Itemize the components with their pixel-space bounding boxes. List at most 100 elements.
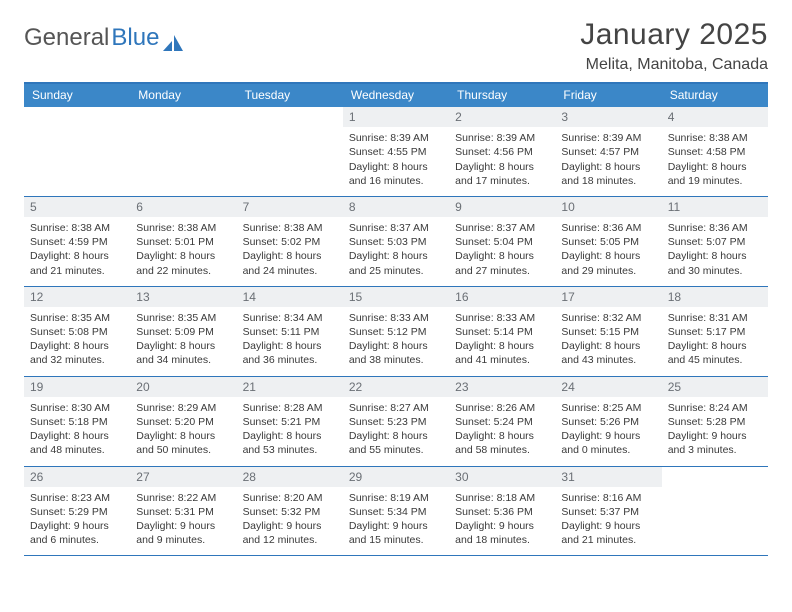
- sunrise-text: Sunrise: 8:25 AM: [561, 401, 655, 415]
- day-cell: 15Sunrise: 8:33 AMSunset: 5:12 PMDayligh…: [343, 287, 449, 376]
- brand-logo: GeneralBlue: [24, 24, 183, 52]
- daylight-text: Daylight: 8 hours and 36 minutes.: [243, 339, 337, 367]
- sunset-text: Sunset: 5:29 PM: [30, 505, 124, 519]
- sunrise-text: Sunrise: 8:34 AM: [243, 311, 337, 325]
- dayname: Thursday: [449, 84, 555, 107]
- day-number: 29: [343, 467, 449, 487]
- sunset-text: Sunset: 5:14 PM: [455, 325, 549, 339]
- day-cell: 19Sunrise: 8:30 AMSunset: 5:18 PMDayligh…: [24, 377, 130, 466]
- daylight-text: Daylight: 8 hours and 21 minutes.: [30, 249, 124, 277]
- day-number: 23: [449, 377, 555, 397]
- sunset-text: Sunset: 5:02 PM: [243, 235, 337, 249]
- sunset-text: Sunset: 5:31 PM: [136, 505, 230, 519]
- sunrise-text: Sunrise: 8:36 AM: [561, 221, 655, 235]
- calendar-page: GeneralBlue January 2025 Melita, Manitob…: [0, 0, 792, 580]
- sunrise-text: Sunrise: 8:39 AM: [455, 131, 549, 145]
- day-cell: 17Sunrise: 8:32 AMSunset: 5:15 PMDayligh…: [555, 287, 661, 376]
- brand-part2: Blue: [111, 24, 159, 52]
- day-number: 2: [449, 107, 555, 127]
- sunrise-text: Sunrise: 8:32 AM: [561, 311, 655, 325]
- day-number: 8: [343, 197, 449, 217]
- day-number: 27: [130, 467, 236, 487]
- sunset-text: Sunset: 4:58 PM: [668, 145, 762, 159]
- daylight-text: Daylight: 8 hours and 32 minutes.: [30, 339, 124, 367]
- sunset-text: Sunset: 5:01 PM: [136, 235, 230, 249]
- sunset-text: Sunset: 5:28 PM: [668, 415, 762, 429]
- sunset-text: Sunset: 5:23 PM: [349, 415, 443, 429]
- day-number: 28: [237, 467, 343, 487]
- daylight-text: Daylight: 8 hours and 17 minutes.: [455, 160, 549, 188]
- sunrise-text: Sunrise: 8:28 AM: [243, 401, 337, 415]
- sunset-text: Sunset: 5:34 PM: [349, 505, 443, 519]
- day-cell: 20Sunrise: 8:29 AMSunset: 5:20 PMDayligh…: [130, 377, 236, 466]
- day-cell: 21Sunrise: 8:28 AMSunset: 5:21 PMDayligh…: [237, 377, 343, 466]
- day-number: 25: [662, 377, 768, 397]
- sunset-text: Sunset: 5:36 PM: [455, 505, 549, 519]
- daylight-text: Daylight: 9 hours and 0 minutes.: [561, 429, 655, 457]
- daylight-text: Daylight: 9 hours and 6 minutes.: [30, 519, 124, 547]
- day-number: 20: [130, 377, 236, 397]
- day-cell: .: [130, 107, 236, 196]
- day-cell: .: [24, 107, 130, 196]
- sunrise-text: Sunrise: 8:16 AM: [561, 491, 655, 505]
- sunrise-text: Sunrise: 8:27 AM: [349, 401, 443, 415]
- dayname: Sunday: [24, 84, 130, 107]
- dayname: Monday: [130, 84, 236, 107]
- day-number: 13: [130, 287, 236, 307]
- sunset-text: Sunset: 5:08 PM: [30, 325, 124, 339]
- day-cell: 28Sunrise: 8:20 AMSunset: 5:32 PMDayligh…: [237, 467, 343, 556]
- sunset-text: Sunset: 5:32 PM: [243, 505, 337, 519]
- sunrise-text: Sunrise: 8:19 AM: [349, 491, 443, 505]
- daylight-text: Daylight: 8 hours and 22 minutes.: [136, 249, 230, 277]
- day-cell: 10Sunrise: 8:36 AMSunset: 5:05 PMDayligh…: [555, 197, 661, 286]
- day-cell: 12 Sunrise: 8:35 AMSunset: 5:08 PMDayligh…: [24, 287, 130, 376]
- sunrise-text: Sunrise: 8:35 AM: [30, 311, 124, 325]
- daylight-text: Daylight: 9 hours and 18 minutes.: [455, 519, 549, 547]
- day-cell: 18Sunrise: 8:31 AMSunset: 5:17 PMDayligh…: [662, 287, 768, 376]
- sunset-text: Sunset: 5:20 PM: [136, 415, 230, 429]
- daylight-text: Daylight: 8 hours and 34 minutes.: [136, 339, 230, 367]
- day-number: 12: [24, 287, 130, 307]
- daylight-text: Daylight: 8 hours and 27 minutes.: [455, 249, 549, 277]
- dayname: Friday: [555, 84, 661, 107]
- sunrise-text: Sunrise: 8:31 AM: [668, 311, 762, 325]
- sunset-text: Sunset: 5:18 PM: [30, 415, 124, 429]
- sail-icon: [163, 30, 183, 46]
- daylight-text: Daylight: 8 hours and 58 minutes.: [455, 429, 549, 457]
- day-cell: 31Sunrise: 8:16 AMSunset: 5:37 PMDayligh…: [555, 467, 661, 556]
- sunrise-text: Sunrise: 8:38 AM: [136, 221, 230, 235]
- day-number: 11: [662, 197, 768, 217]
- title-block: January 2025 Melita, Manitoba, Canada: [580, 18, 768, 74]
- day-cell: 16Sunrise: 8:33 AMSunset: 5:14 PMDayligh…: [449, 287, 555, 376]
- day-cell: .: [237, 107, 343, 196]
- day-cell: 3Sunrise: 8:39 AMSunset: 4:57 PMDaylight…: [555, 107, 661, 196]
- day-cell: 23Sunrise: 8:26 AMSunset: 5:24 PMDayligh…: [449, 377, 555, 466]
- sunset-text: Sunset: 5:37 PM: [561, 505, 655, 519]
- daylight-text: Daylight: 9 hours and 15 minutes.: [349, 519, 443, 547]
- daylight-text: Daylight: 8 hours and 29 minutes.: [561, 249, 655, 277]
- daylight-text: Daylight: 8 hours and 53 minutes.: [243, 429, 337, 457]
- daylight-text: Daylight: 9 hours and 9 minutes.: [136, 519, 230, 547]
- day-number: 7: [237, 197, 343, 217]
- week-row: ...1Sunrise: 8:39 AMSunset: 4:55 PMDayli…: [24, 107, 768, 197]
- day-cell: 25Sunrise: 8:24 AMSunset: 5:28 PMDayligh…: [662, 377, 768, 466]
- daylight-text: Daylight: 8 hours and 55 minutes.: [349, 429, 443, 457]
- week-row: 5Sunrise: 8:38 AMSunset: 4:59 PMDaylight…: [24, 197, 768, 287]
- day-cell: 6Sunrise: 8:38 AMSunset: 5:01 PMDaylight…: [130, 197, 236, 286]
- sunset-text: Sunset: 5:26 PM: [561, 415, 655, 429]
- sunset-text: Sunset: 4:55 PM: [349, 145, 443, 159]
- day-cell: 11Sunrise: 8:36 AMSunset: 5:07 PMDayligh…: [662, 197, 768, 286]
- daylight-text: Daylight: 8 hours and 16 minutes.: [349, 160, 443, 188]
- day-cell: 14Sunrise: 8:34 AMSunset: 5:11 PMDayligh…: [237, 287, 343, 376]
- sunrise-text: Sunrise: 8:38 AM: [668, 131, 762, 145]
- daylight-text: Daylight: 9 hours and 12 minutes.: [243, 519, 337, 547]
- sunrise-text: Sunrise: 8:35 AM: [136, 311, 230, 325]
- day-number: 9: [449, 197, 555, 217]
- sunset-text: Sunset: 5:07 PM: [668, 235, 762, 249]
- day-number: 5: [24, 197, 130, 217]
- daylight-text: Daylight: 8 hours and 18 minutes.: [561, 160, 655, 188]
- day-cell: 4Sunrise: 8:38 AMSunset: 4:58 PMDaylight…: [662, 107, 768, 196]
- sunrise-text: Sunrise: 8:18 AM: [455, 491, 549, 505]
- sunset-text: Sunset: 5:03 PM: [349, 235, 443, 249]
- sunrise-text: Sunrise: 8:38 AM: [30, 221, 124, 235]
